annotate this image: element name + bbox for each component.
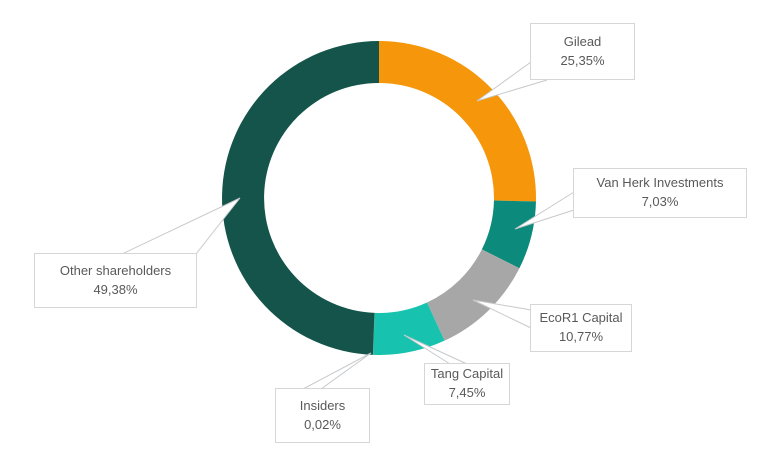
callout-line-tang: [403, 334, 468, 365]
callout-line-gilead: [476, 61, 548, 102]
callout-other-shareholders[interactable]: Other shareholders 49,38%: [34, 253, 197, 308]
slice-insiders[interactable]: [372, 312, 375, 355]
callout-van-herk-investments[interactable]: Van Herk Investments 7,03%: [573, 168, 747, 218]
callout-category: Insiders: [299, 397, 346, 413]
slice-tang-capital[interactable]: [373, 302, 445, 356]
callout-percent: 7,45%: [448, 385, 486, 400]
slice-other-shareholders[interactable]: [222, 41, 379, 355]
slice-ecor1-capital[interactable]: [426, 249, 520, 341]
callout-percent: 25,35%: [560, 52, 605, 68]
callout-line-vanherk: [514, 191, 575, 230]
callout-line-ecor1: [472, 299, 532, 329]
callout-gilead[interactable]: Gilead 25,35%: [530, 23, 635, 80]
callout-category: Tang Capital: [430, 366, 504, 382]
callout-line-other: [121, 197, 241, 255]
callout-insiders[interactable]: Insiders 0,02%: [275, 388, 370, 443]
callout-line-insiders: [302, 352, 372, 390]
callout-tang-capital[interactable]: Tang Capital 7,45%: [424, 363, 510, 405]
callout-category: Gilead: [563, 33, 602, 49]
callout-category: Other shareholders: [59, 262, 172, 278]
callout-ecor1-capital[interactable]: EcoR1 Capital 10,77%: [530, 304, 632, 352]
donut-slices: [222, 41, 536, 356]
callout-percent: 0,02%: [304, 416, 341, 432]
callout-percent: 7,03%: [641, 194, 679, 209]
callout-category: EcoR1 Capital: [539, 310, 623, 326]
slice-van-herk-investments[interactable]: [481, 200, 536, 269]
callout-percent: 49,38%: [93, 281, 138, 297]
callout-percent: 10,77%: [558, 329, 604, 344]
callout-category: Van Herk Investments: [596, 175, 724, 191]
slice-gilead[interactable]: [379, 41, 536, 202]
